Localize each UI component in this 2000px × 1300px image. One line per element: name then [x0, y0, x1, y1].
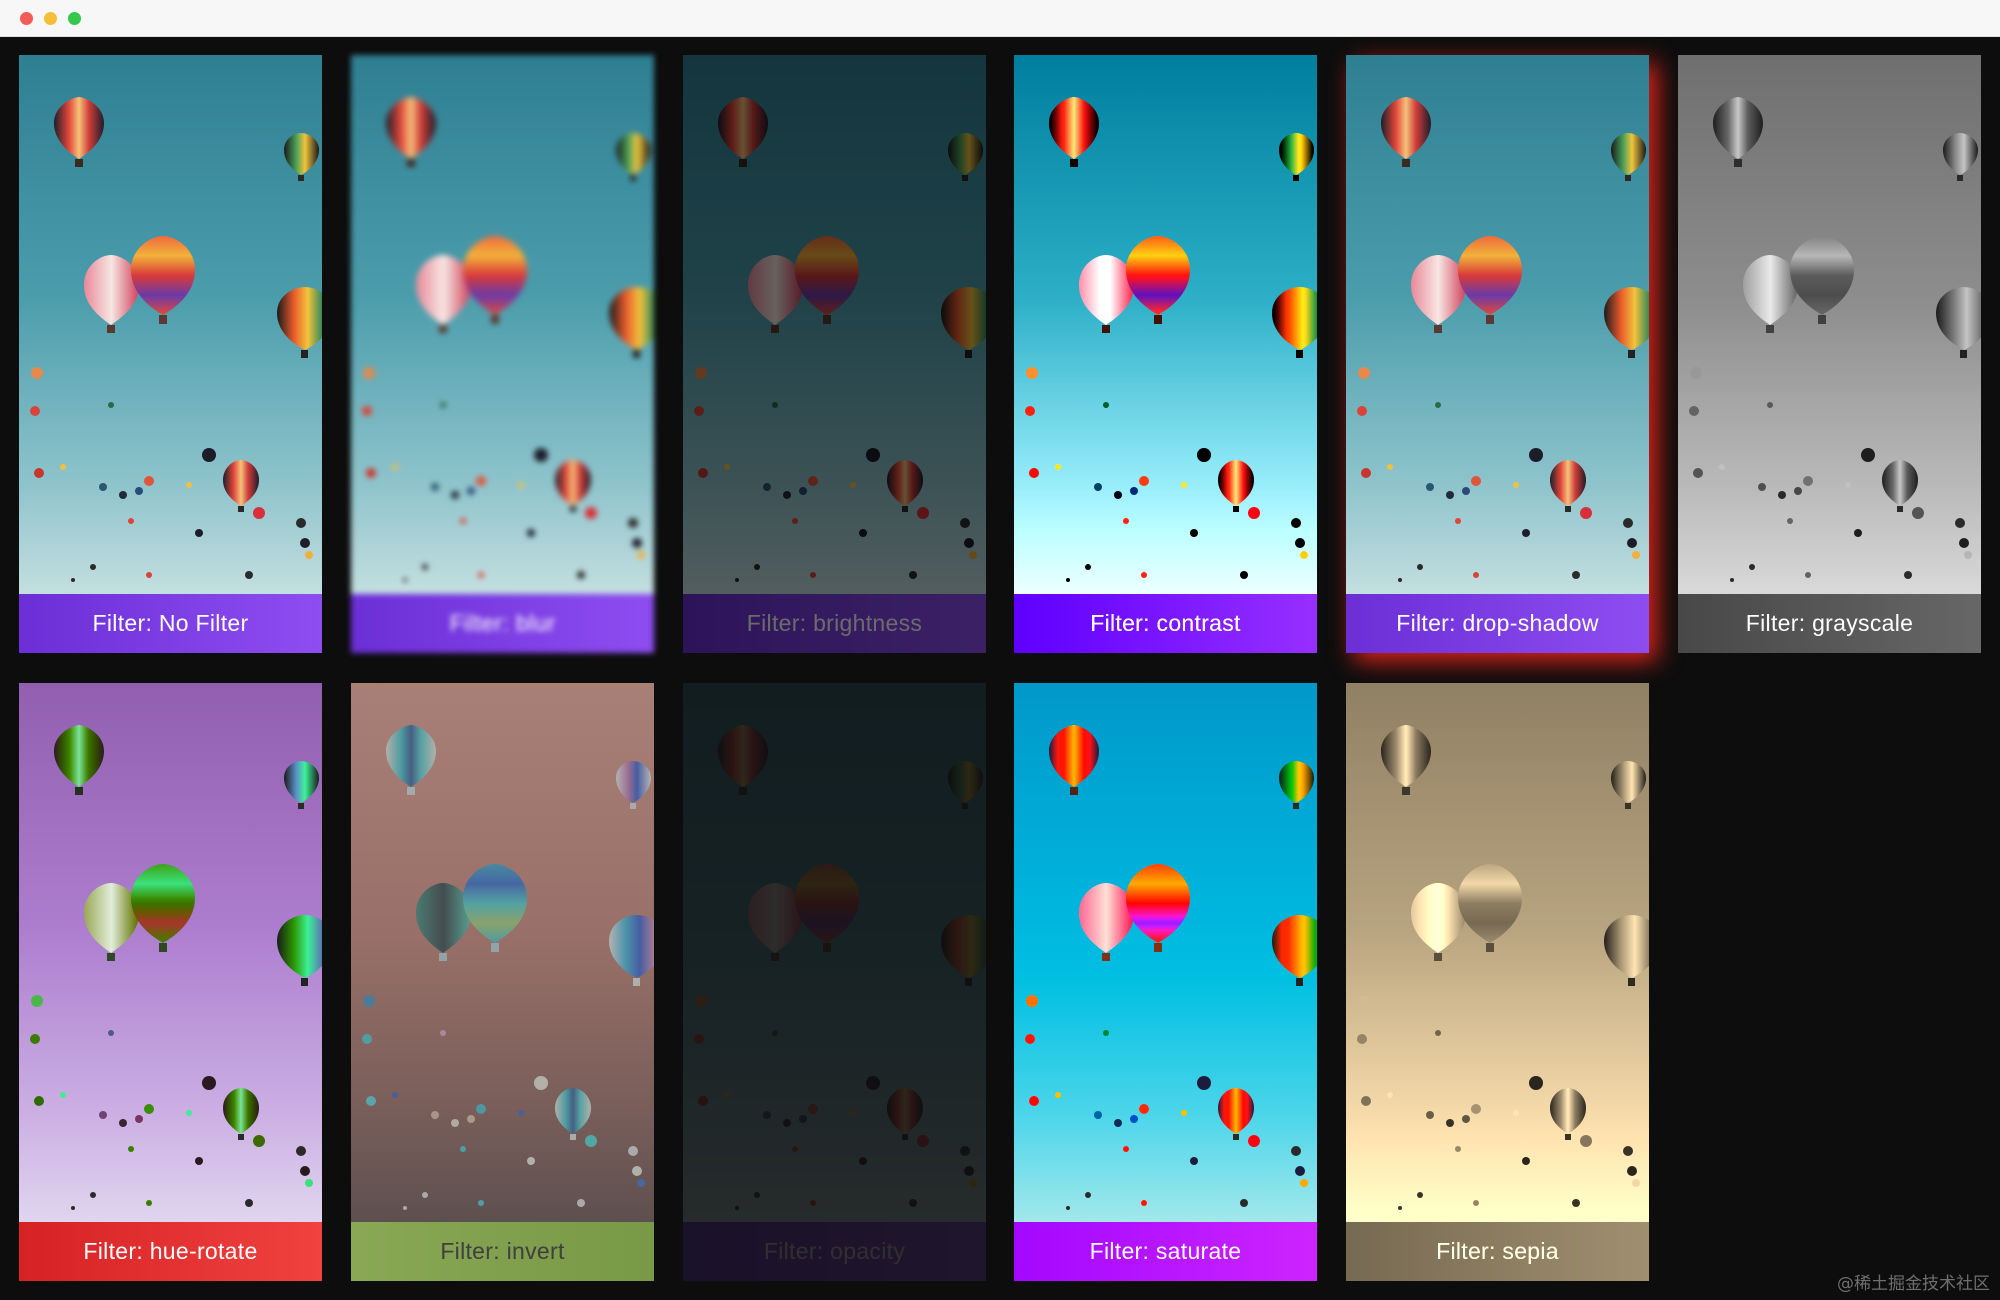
filter-card-opacity[interactable]: Filter: opacity: [683, 683, 986, 1281]
balloon-photo: [351, 683, 654, 1222]
balloon-photo: [19, 55, 322, 594]
filter-card-grayscale[interactable]: Filter: grayscale: [1678, 55, 1981, 653]
filter-label: Filter: hue-rotate: [19, 1222, 322, 1281]
filter-card-invert[interactable]: Filter: invert: [351, 683, 654, 1281]
filter-card-drop-shadow[interactable]: Filter: drop-shadow: [1346, 55, 1649, 653]
zoom-window-dot[interactable]: [68, 12, 81, 25]
close-window-dot[interactable]: [20, 12, 33, 25]
balloon-photo: [683, 683, 986, 1222]
filter-label: Filter: grayscale: [1678, 594, 1981, 653]
filter-label: Filter: opacity: [683, 1222, 986, 1281]
filter-gallery: Filter: No Filter Filter: blur Filter: b…: [0, 37, 2000, 1300]
filter-label: Filter: saturate: [1014, 1222, 1317, 1281]
filter-card-hue-rotate[interactable]: Filter: hue-rotate: [19, 683, 322, 1281]
filter-label: Filter: No Filter: [19, 594, 322, 653]
filter-card-saturate[interactable]: Filter: saturate: [1014, 683, 1317, 1281]
balloon-photo: [19, 683, 322, 1222]
watermark-text: @稀土掘金技术社区: [1837, 1274, 1990, 1294]
balloon-photo: [683, 55, 986, 594]
filter-label: Filter: contrast: [1014, 594, 1317, 653]
balloon-photo: [351, 55, 654, 594]
filter-label: Filter: drop-shadow: [1346, 594, 1649, 653]
filter-card-none[interactable]: Filter: No Filter: [19, 55, 322, 653]
minimize-window-dot[interactable]: [44, 12, 57, 25]
filter-card-blur[interactable]: Filter: blur: [351, 55, 654, 653]
balloon-photo: [1014, 55, 1317, 594]
filter-label: Filter: invert: [351, 1222, 654, 1281]
balloon-photo: [1346, 683, 1649, 1222]
balloon-photo: [1678, 55, 1981, 594]
filter-card-brightness[interactable]: Filter: brightness: [683, 55, 986, 653]
filter-label: Filter: brightness: [683, 594, 986, 653]
filter-card-sepia[interactable]: Filter: sepia: [1346, 683, 1649, 1281]
window-titlebar: [0, 0, 2000, 37]
balloon-photo: [1014, 683, 1317, 1222]
balloon-photo: [1346, 55, 1649, 594]
filter-label: Filter: blur: [351, 594, 654, 653]
filter-label: Filter: sepia: [1346, 1222, 1649, 1281]
filter-card-contrast[interactable]: Filter: contrast: [1014, 55, 1317, 653]
